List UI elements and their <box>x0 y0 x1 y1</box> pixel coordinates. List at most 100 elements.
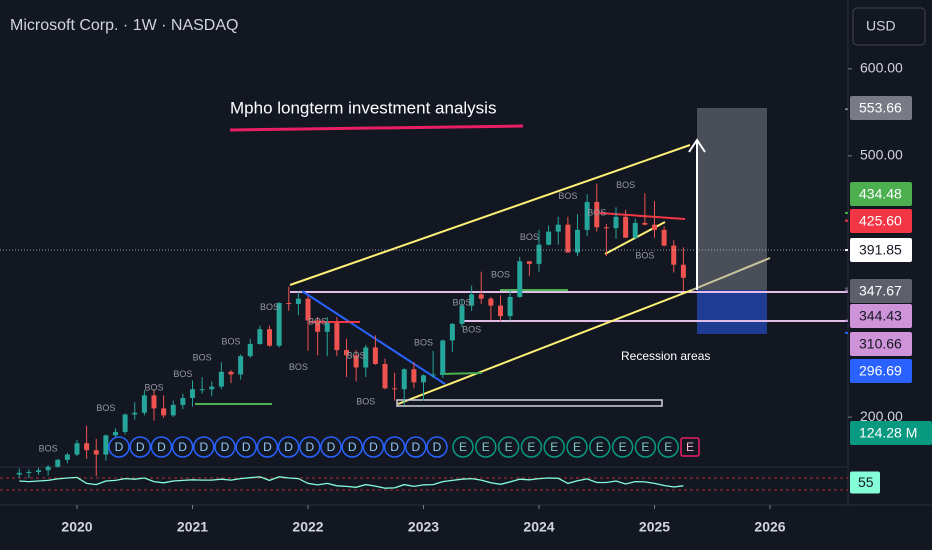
volume-label: 124.28 M <box>859 425 917 441</box>
event-label: D <box>242 440 251 454</box>
bos-label: BOS <box>414 337 433 347</box>
candle-body <box>392 388 398 390</box>
event-marker <box>405 436 427 458</box>
candle-body <box>536 244 542 264</box>
candle-body <box>324 323 330 332</box>
candle-body <box>642 222 648 225</box>
event-label: D <box>305 440 314 454</box>
event-marker <box>235 436 257 458</box>
bos-label: BOS <box>96 403 115 413</box>
arrow-head <box>688 138 706 153</box>
candle-body <box>161 408 167 416</box>
candle-body <box>546 231 552 245</box>
rsi-line <box>19 476 684 489</box>
candle-body <box>401 369 407 390</box>
price-label-box <box>850 209 912 233</box>
x-tick-label: 2021 <box>177 519 208 535</box>
event-label: E <box>573 440 581 454</box>
event-marker <box>341 436 363 458</box>
candle-body <box>680 264 686 278</box>
price-label: 434.48 <box>859 186 902 202</box>
candle-body <box>64 454 70 460</box>
event-label: E <box>459 440 467 454</box>
candle-body <box>565 224 571 253</box>
candles <box>16 183 686 479</box>
y-tick-label: 200.00 <box>860 408 903 424</box>
candle-body <box>84 443 90 451</box>
currency-button[interactable] <box>852 7 926 46</box>
x-tick-label: 2023 <box>408 519 439 535</box>
event-label: D <box>411 440 420 454</box>
candle-body <box>517 261 523 297</box>
candle-body <box>372 347 378 364</box>
candle-body <box>26 471 32 473</box>
price-label: 347.67 <box>859 283 902 299</box>
candle-body <box>584 202 590 230</box>
event-label: E <box>482 440 490 454</box>
x-tick-label: 2026 <box>754 519 785 535</box>
level-line <box>439 372 483 375</box>
candle-body <box>363 347 369 368</box>
analysis-title: Mpho longterm investment analysis <box>230 98 496 117</box>
x-tick-label: 2024 <box>523 519 554 535</box>
event-marker <box>475 436 497 458</box>
event-marker <box>108 436 130 458</box>
candle-body <box>218 371 224 387</box>
price-label-box <box>850 304 912 328</box>
event-label: E <box>596 440 604 454</box>
bos-label: BOS <box>356 397 375 407</box>
candle-body <box>151 395 157 409</box>
price-label-box <box>850 96 912 120</box>
currency[interactable]: USD <box>866 18 896 34</box>
candle-body <box>199 389 205 391</box>
candle-body <box>36 470 41 472</box>
candle-body <box>113 431 118 436</box>
candle-body <box>180 397 186 405</box>
event-label: D <box>348 440 357 454</box>
event-marker <box>320 436 342 458</box>
event-label: E <box>641 440 649 454</box>
event-marker <box>150 436 173 458</box>
candle-body <box>603 227 609 229</box>
symbol-title: Microsoft Corp. · 1W · NASDAQ <box>10 17 238 34</box>
event-marker <box>383 436 406 458</box>
event-label: E <box>619 440 627 454</box>
event-marker <box>657 436 679 458</box>
candle-body <box>122 414 128 432</box>
bos-label: BOS <box>289 362 308 372</box>
event-label: E <box>527 440 535 454</box>
bos-label: BOS <box>587 208 606 218</box>
event-label: D <box>327 440 336 454</box>
candle-body <box>170 404 176 416</box>
event-marker <box>520 436 543 458</box>
event-label: D <box>284 440 293 454</box>
event-marker <box>543 436 565 458</box>
price-label-box <box>850 332 912 356</box>
bos-label: BOS <box>173 369 192 379</box>
rsi-label-box <box>850 471 880 494</box>
event-label: D <box>433 440 442 454</box>
candle-body <box>276 303 282 346</box>
candle-body <box>652 224 657 230</box>
target-box <box>697 108 767 290</box>
candle-body <box>594 202 600 228</box>
event-marker <box>193 436 215 458</box>
event-label: E <box>686 440 694 454</box>
event-marker <box>299 436 321 458</box>
candle-body <box>132 412 138 415</box>
event-marker <box>452 436 474 458</box>
bos-label: BOS <box>491 270 510 280</box>
drawings <box>195 108 848 407</box>
bos-label: BOS <box>452 297 471 307</box>
bos-label: BOS <box>308 317 327 327</box>
event-marker <box>214 436 236 458</box>
candle-body <box>315 320 321 332</box>
candle-body <box>632 222 638 238</box>
event-label: D <box>390 440 399 454</box>
event-marker <box>566 436 588 458</box>
x-tick-label: 2022 <box>292 519 323 535</box>
event-marker <box>611 436 634 458</box>
candle-body <box>661 229 667 246</box>
candle-body <box>507 296 513 317</box>
recession-note: Recession areas <box>621 349 710 363</box>
